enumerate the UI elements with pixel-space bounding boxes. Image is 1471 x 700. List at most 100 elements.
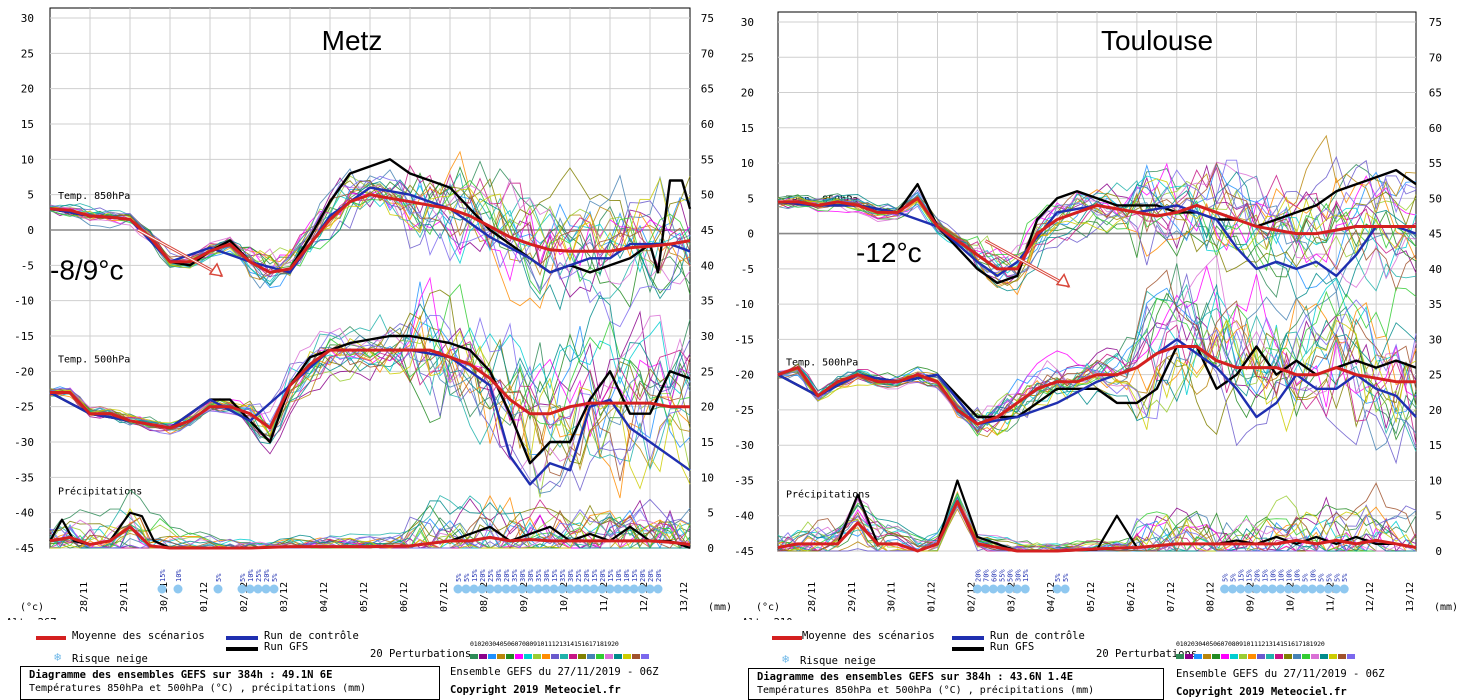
snow-risk-pct: 5% (271, 573, 279, 582)
x-tick-label: 10/12 (559, 582, 570, 612)
pert-color-18 (623, 654, 631, 659)
snow-risk-pct: 35% (559, 569, 567, 582)
pert-color-15 (1302, 654, 1310, 659)
snow-risk-marker (253, 584, 263, 594)
snow-risk-pct: 5% (455, 573, 463, 582)
pert-numbers: 0102030405060708091011121314151617181920 (470, 640, 619, 648)
snow-risk-pct: 30% (567, 569, 575, 582)
pert-color-02 (1185, 654, 1193, 659)
pert-color-06 (1221, 654, 1229, 659)
snow-risk-marker (237, 584, 247, 594)
run-info: Ensemble GEFS du 27/11/2019 - 06Z (450, 666, 659, 678)
x-tick-label: 02/12 (239, 582, 250, 612)
y-tick-right: 25 (701, 365, 714, 378)
snow-risk-pct: 20% (639, 569, 647, 582)
snow-risk-pct: 5% (1062, 573, 1070, 582)
y-tick-right: 65 (701, 83, 714, 96)
snow-risk-pct: 15% (1022, 569, 1030, 582)
y-tick-right: 5 (1435, 510, 1442, 523)
pert-color-08 (533, 654, 541, 659)
pert-color-19 (1338, 654, 1346, 659)
snow-risk-pct: 30% (543, 569, 551, 582)
pert-color-07 (524, 654, 532, 659)
y-tick-left: 30 (21, 12, 34, 25)
snow-risk-marker (629, 584, 639, 594)
y-tick-left: -10 (14, 295, 34, 308)
pert-color-05 (506, 654, 514, 659)
city-title: Toulouse (1101, 25, 1213, 56)
x-tick-label: 30/11 (887, 582, 898, 612)
y-tick-left: -15 (14, 330, 34, 343)
pert-color-17 (614, 654, 622, 659)
snow-risk-pct: 15% (591, 569, 599, 582)
y-tick-right: 60 (701, 118, 714, 131)
x-tick-label: 10/12 (1285, 582, 1296, 612)
x-tick-label: 08/12 (1206, 582, 1217, 612)
t500-member-19 (49, 321, 691, 482)
snow-risk-pct: 5% (1341, 573, 1349, 582)
snow-risk-marker (581, 584, 591, 594)
x-tick-label: 13/12 (679, 582, 690, 612)
legend-mean-label: Moyenne des scénarios (72, 630, 205, 642)
snow-risk-pct: 5% (1230, 573, 1238, 582)
precip-member-16 (777, 497, 1416, 552)
y-tick-right: 5 (707, 507, 714, 520)
snow-risk-marker (525, 584, 535, 594)
pert-color-03 (488, 654, 496, 659)
y-tick-left: 10 (21, 153, 34, 166)
snow-risk-pct: 10% (1293, 569, 1301, 582)
run-info: Ensemble GEFS du 27/11/2019 - 06Z (1176, 668, 1385, 680)
y-tick-left: 20 (21, 83, 34, 96)
y-tick-left: 25 (21, 47, 34, 60)
t850-control-line (777, 200, 1417, 278)
t500-member-16 (777, 254, 1417, 422)
snow-risk-pct: 35% (535, 569, 543, 582)
snow-risk-pct: 55% (998, 569, 1006, 582)
pert-color-04 (1203, 654, 1211, 659)
snow-risk-marker (157, 584, 167, 594)
snow-risk-pct: 20% (655, 569, 663, 582)
annotation-arrowhead (208, 262, 224, 277)
legend-pert-label: 20 Perturbations (370, 648, 472, 660)
snow-risk-pct: 10% (1285, 569, 1293, 582)
pert-color-20 (641, 654, 649, 659)
t500-member-09 (777, 297, 1417, 436)
toulouse-footer-box: Diagramme des ensembles GEFS sur 384h : … (748, 668, 1164, 700)
control-swatch (952, 636, 984, 640)
snow-risk-marker (461, 584, 471, 594)
label-precip: Précipitations (786, 489, 870, 501)
snow-risk-marker (597, 584, 607, 594)
y-tick-left: -45 (736, 545, 754, 558)
snow-risk-marker (1307, 584, 1317, 594)
snow-risk-marker (988, 584, 998, 594)
x-tick-label: 04/12 (319, 582, 330, 612)
snow-risk-pct: 50% (1006, 569, 1014, 582)
snow-risk-marker (972, 584, 982, 594)
footer-subtitle: Températures 850hPa et 500hPa (°C) , pré… (29, 683, 367, 694)
snow-risk-marker (269, 584, 279, 594)
y-tick-right: 20 (1429, 404, 1442, 417)
pert-color-14 (1293, 654, 1301, 659)
y-tick-left: -10 (736, 298, 754, 311)
y-tick-right: 50 (701, 189, 714, 202)
y-tick-right: 0 (707, 542, 714, 555)
y-tick-right: 45 (701, 224, 714, 237)
t850-member-08 (777, 180, 1417, 268)
snow-risk-marker (1228, 584, 1238, 594)
snow-risk-pct: 70% (982, 569, 990, 582)
pert-color-11 (1266, 654, 1274, 659)
snow-risk-marker (1252, 584, 1261, 594)
y-tick-left: -45 (14, 542, 34, 555)
snow-risk-marker (1052, 584, 1062, 594)
y-tick-right: 15 (701, 436, 714, 449)
x-tick-label: 11/12 (1325, 582, 1336, 612)
y-tick-left: 15 (741, 122, 754, 135)
snow-risk-marker (1267, 584, 1277, 594)
snow-risk-marker (213, 584, 223, 594)
pert-color-11 (560, 654, 568, 659)
pert-color-02 (479, 654, 487, 659)
label-500hpa: Temp. 500hPa (786, 358, 858, 369)
snow-risk-pct: 15% (1238, 569, 1246, 582)
snow-risk-marker (653, 584, 663, 594)
snow-risk-marker (509, 584, 519, 594)
